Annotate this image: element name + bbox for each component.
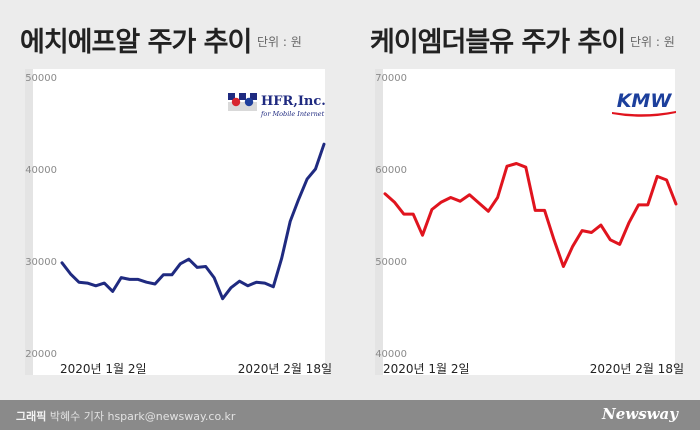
hfr-logo-dot-blue	[244, 97, 254, 107]
kmw-y-tick-label: 50000	[375, 257, 407, 268]
hfr-logo-square-1	[228, 93, 235, 100]
credit-label: 그래픽	[16, 410, 47, 423]
kmw-price-line	[383, 162, 678, 268]
kmw-chart-panel: 케이엠더블유 주가 추이 단위 : 원	[350, 0, 700, 400]
hfr-price-line	[60, 142, 326, 301]
hfr-logo-dot-red	[231, 97, 241, 107]
kmw-logo-swoosh	[612, 111, 676, 117]
hfr-unit-label: 단위 : 원	[257, 35, 302, 49]
hfr-logo-square-2	[239, 93, 246, 100]
kmw-plot-background	[375, 69, 675, 375]
kmw-logo-text: KMW	[617, 90, 673, 112]
hfr-chart-title: 에치에프알 주가 추이	[20, 27, 252, 58]
kmw-y-tick-label: 60000	[375, 165, 407, 176]
hfr-chart-panel: 에치에프알 주가 추이 단위 : 원	[0, 0, 350, 400]
kmw-x-label-end: 2020년 2월 18일	[590, 362, 684, 376]
kmw-logo: KMW	[612, 90, 676, 117]
kmw-unit-label: 단위 : 원	[630, 35, 675, 49]
kmw-chart: 40000 50000 60000 70000 2020년 1월 2일 2020년 2월 …	[375, 69, 684, 376]
hfr-logo-base	[228, 102, 257, 111]
hfr-logo-tagline: for Mobile Internet	[260, 110, 325, 118]
credit: 그래픽 박혜수 기자 hspark@newsway.co.kr	[16, 408, 235, 424]
hfr-plot-background	[25, 69, 325, 375]
hfr-logo-name: HFR,Inc.	[261, 94, 326, 109]
footer-bar: 그래픽 박혜수 기자 hspark@newsway.co.kr Newsway	[0, 400, 700, 430]
hfr-y-tick-label: 30000	[25, 257, 57, 268]
hfr-logo: HFR,Inc. for Mobile Internet	[228, 93, 326, 118]
hfr-y-tick-label: 40000	[25, 165, 57, 176]
kmw-y-tick-label: 70000	[375, 73, 407, 84]
hfr-y-tick-label: 20000	[25, 349, 57, 360]
kmw-x-label-start: 2020년 1월 2일	[383, 362, 470, 376]
hfr-logo-square-3	[250, 93, 257, 100]
kmw-axis-band	[375, 69, 383, 375]
hfr-x-label-start: 2020년 1월 2일	[60, 362, 147, 376]
brand-logo: Newsway	[602, 405, 678, 423]
kmw-y-tick-label: 40000	[375, 349, 407, 360]
hfr-axis-band	[25, 69, 33, 375]
kmw-chart-title: 케이엠더블유 주가 추이	[370, 27, 626, 58]
hfr-chart: 20000 30000 40000 50000 2020년 1월 2일 2020년 2월 …	[25, 69, 332, 376]
stock-charts: 20000 30000 40000 50000 2020년 1월 2일 2020년 2월 …	[25, 69, 684, 376]
hfr-y-tick-label: 50000	[25, 73, 57, 84]
credit-text: 박혜수 기자 hspark@newsway.co.kr	[49, 410, 236, 423]
hfr-x-label-end: 2020년 2월 18일	[238, 362, 332, 376]
